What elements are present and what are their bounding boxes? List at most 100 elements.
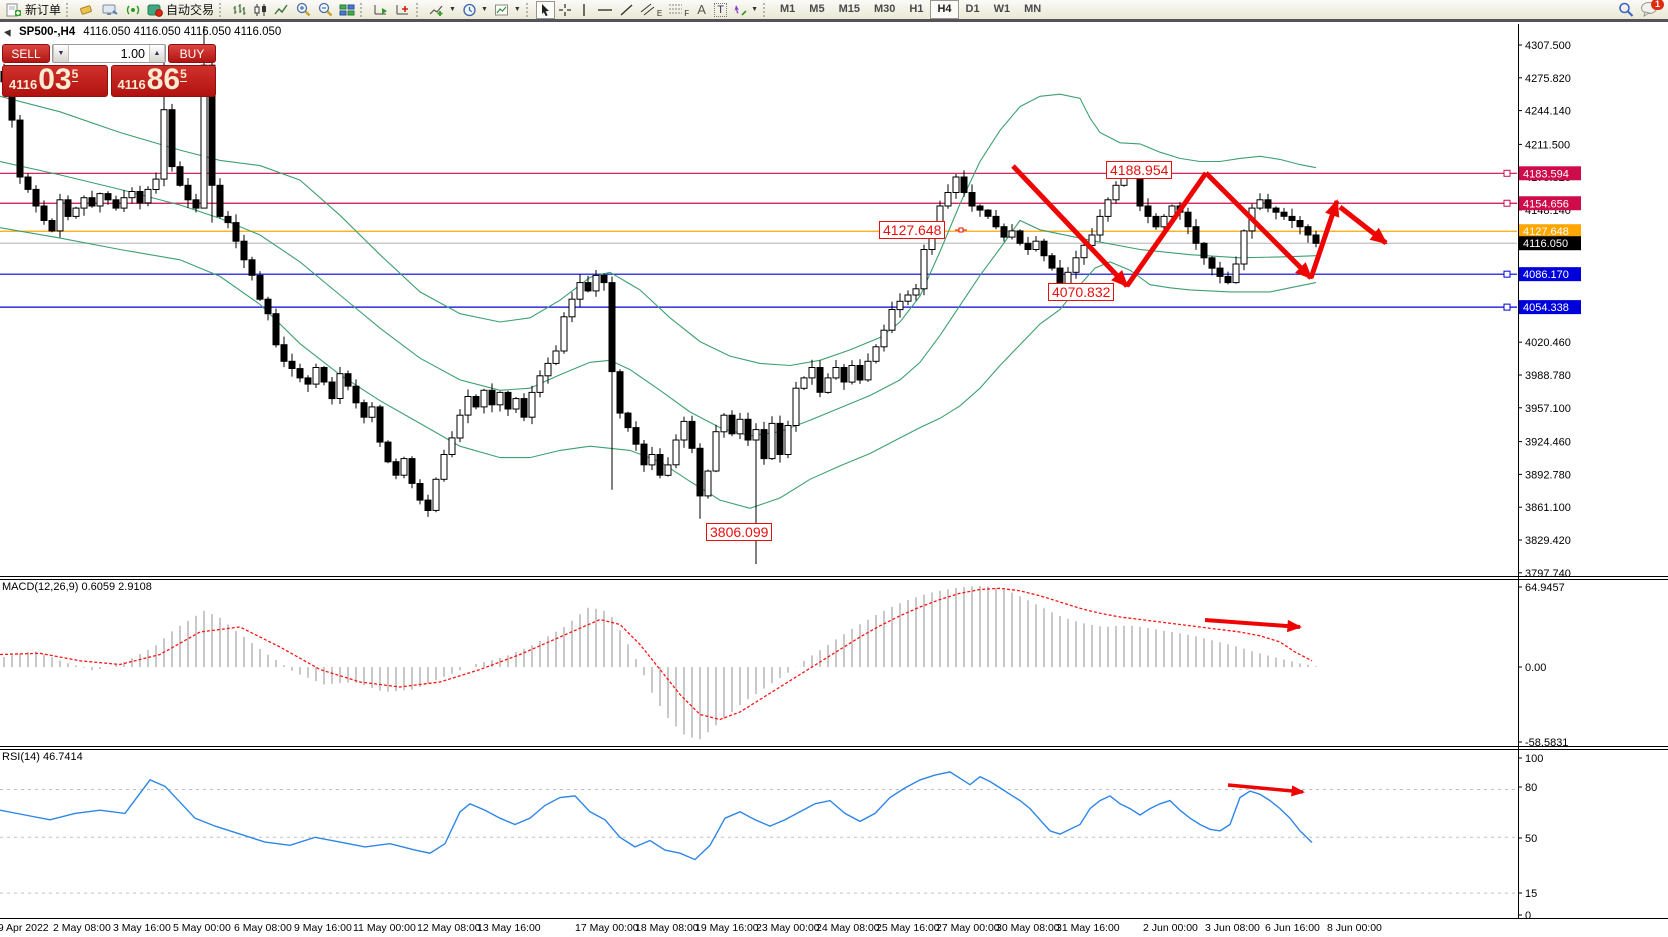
candle-body <box>816 367 824 393</box>
timeframe-h4[interactable]: H4 <box>930 0 959 19</box>
autotrading-button[interactable]: 自动交易 <box>144 1 217 19</box>
candle-body <box>528 391 536 418</box>
clock-icon <box>463 3 476 16</box>
auto-scroll-button[interactable] <box>370 1 392 19</box>
zoom-in-icon <box>296 2 311 17</box>
buy-button[interactable]: BUY <box>168 44 216 63</box>
candle-body <box>1240 230 1248 265</box>
candlestick-chart-button[interactable] <box>250 1 271 19</box>
price-tag-label: 4054.338 <box>1523 302 1569 314</box>
new-order-button[interactable]: 新订单 <box>3 1 64 19</box>
chart-shift-button[interactable] <box>392 1 414 19</box>
hosting-button[interactable] <box>98 1 122 19</box>
candle-body <box>856 365 864 381</box>
notifications-button[interactable]: 1 <box>1637 0 1665 19</box>
timeframe-m30[interactable]: M30 <box>873 3 896 15</box>
buy-price-big: 86 <box>146 63 181 96</box>
bar-chart-button[interactable] <box>229 1 250 19</box>
macd-signal-line <box>0 587 1313 721</box>
price-axis-label: 3892.780 <box>1525 469 1571 481</box>
candle-body <box>584 282 592 292</box>
candle-body <box>944 192 952 207</box>
timeframe-d1[interactable]: D1 <box>965 3 980 15</box>
trendline-button[interactable] <box>616 1 637 19</box>
candle-body <box>760 429 768 460</box>
candle-body <box>1288 215 1296 221</box>
volume-decrease-button[interactable]: ▼ <box>53 45 69 62</box>
candle-body <box>1312 234 1320 244</box>
arrows-button[interactable]: ▼ <box>730 1 761 19</box>
text-button[interactable]: A <box>692 1 711 19</box>
candle-body <box>992 215 1000 228</box>
symbol-ohlc-values: 4116.050 4116.050 4116.050 4116.050 <box>83 26 282 38</box>
text-label-button[interactable]: T <box>711 1 730 19</box>
price-tag-label: 4127.648 <box>1523 226 1569 238</box>
zoom-out-icon <box>318 2 333 17</box>
line-chart-button[interactable] <box>271 1 292 19</box>
candle-body <box>168 109 176 168</box>
candle-body <box>416 483 424 501</box>
chevron-down-icon: ▼ <box>513 6 521 13</box>
price-tag-label: 4183.594 <box>1523 168 1569 180</box>
notification-badge: 1 <box>1651 0 1664 10</box>
indicators-button[interactable]: ▼ <box>426 1 459 19</box>
trend-arrow-head <box>1295 262 1313 280</box>
symbol-marker-icon <box>4 27 14 37</box>
price-tag-label: 4116.050 <box>1523 238 1568 250</box>
zoom-in-button[interactable] <box>292 1 314 19</box>
periods-button[interactable]: ▼ <box>459 1 491 19</box>
horizontal-line-button[interactable] <box>594 1 616 19</box>
time-axis-label: 29 Apr 2022 <box>0 922 49 934</box>
candle-body <box>1096 215 1104 236</box>
vertical-line-button[interactable] <box>575 1 594 19</box>
cursor-button[interactable] <box>535 0 555 19</box>
candle-body <box>1080 244 1088 259</box>
tile-windows-button[interactable] <box>336 1 358 19</box>
price-annotation[interactable]: 3806.099 <box>706 523 773 541</box>
text-tool-letter: A <box>697 2 706 17</box>
rsi-line <box>0 771 1313 861</box>
templates-button[interactable]: ▼ <box>491 1 524 19</box>
search-button[interactable] <box>1615 1 1637 19</box>
candle-body <box>224 215 232 224</box>
candle-body <box>1024 242 1032 251</box>
price-annotation[interactable]: 4070.832 <box>1048 283 1115 301</box>
candle-body <box>1224 275 1232 284</box>
sell-price-sup: 5 <box>71 67 79 82</box>
zoom-out-button[interactable] <box>314 1 336 19</box>
horizontal-line-icon <box>597 8 612 11</box>
timeframe-m1[interactable]: M1 <box>780 3 796 15</box>
candle-body <box>136 191 144 204</box>
sell-price-display[interactable]: 4116 03 5 <box>2 65 108 97</box>
toolbar-grip <box>360 2 366 17</box>
volume-input[interactable] <box>69 45 149 62</box>
timeframe-w1[interactable]: W1 <box>993 3 1011 15</box>
styler-button[interactable] <box>76 1 98 19</box>
buy-price-display[interactable]: 4116 86 5 <box>110 63 216 97</box>
candle-body <box>248 259 256 276</box>
candle-body <box>768 422 776 460</box>
price-tag <box>1519 267 1581 282</box>
channel-icon <box>640 3 655 16</box>
time-axis-label: 27 May 00:00 <box>936 922 1000 934</box>
price-annotation[interactable]: 4188.954 <box>1106 161 1173 179</box>
timeframe-m15[interactable]: M15 <box>838 3 860 15</box>
signals-button[interactable] <box>122 1 144 19</box>
candle-body <box>264 298 272 315</box>
signals-icon <box>126 5 140 14</box>
time-axis-label: 18 May 08:00 <box>635 922 699 934</box>
candle-body <box>1184 211 1192 228</box>
timeframe-mn[interactable]: MN <box>1024 3 1042 15</box>
add-indicator-icon <box>429 5 443 16</box>
candle-body <box>1216 267 1224 277</box>
timeframe-h1[interactable]: H1 <box>909 3 924 15</box>
price-annotation[interactable]: 4127.648 <box>879 221 946 239</box>
volume-increase-button[interactable]: ▲ <box>149 45 165 62</box>
fibonacci-button[interactable]: F <box>665 1 692 19</box>
timeframe-m5[interactable]: M5 <box>809 3 825 15</box>
equidistant-channel-button[interactable]: E <box>637 1 665 19</box>
crosshair-button[interactable] <box>555 1 575 19</box>
sell-button[interactable]: SELL <box>2 44 50 63</box>
candle-body <box>432 478 440 511</box>
